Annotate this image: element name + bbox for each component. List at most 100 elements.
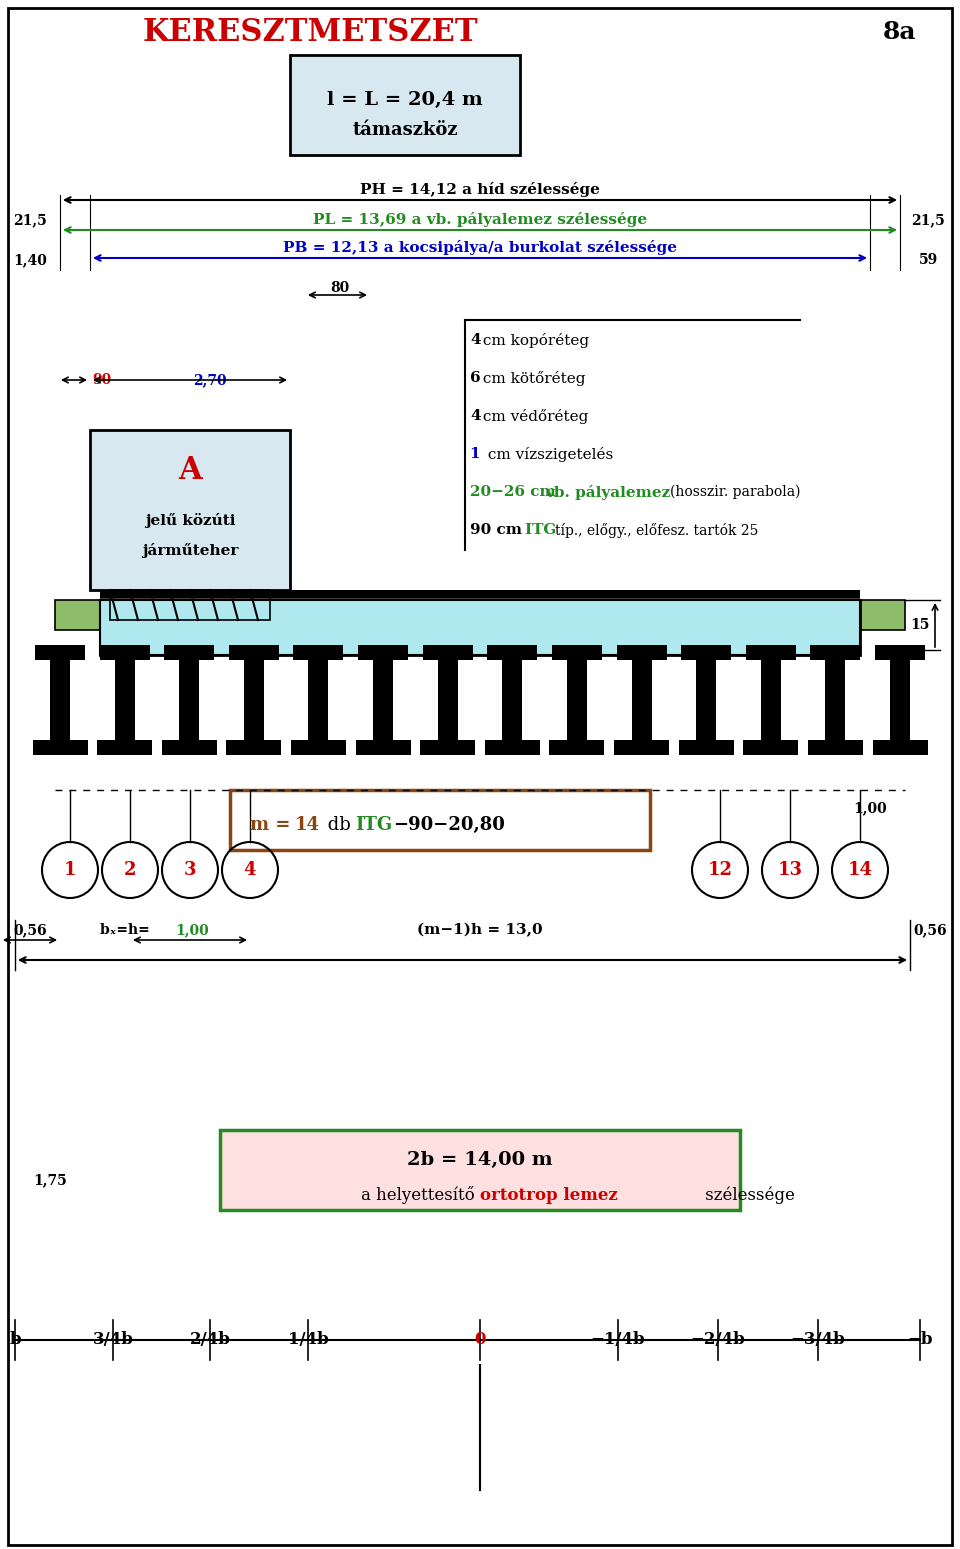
Bar bbox=[227, 740, 281, 754]
Text: 90 cm: 90 cm bbox=[470, 524, 527, 538]
Bar bbox=[502, 660, 522, 740]
Bar bbox=[180, 660, 200, 740]
Bar bbox=[100, 598, 860, 606]
Text: típ., előgy., előfesz. tartók 25: típ., előgy., előfesz. tartók 25 bbox=[555, 522, 758, 538]
Text: cm védőréteg: cm védőréteg bbox=[478, 409, 588, 423]
Bar bbox=[110, 590, 270, 620]
Bar bbox=[100, 599, 860, 655]
Text: 1,00: 1,00 bbox=[853, 801, 887, 815]
Bar bbox=[488, 644, 538, 660]
Text: b: b bbox=[10, 1332, 21, 1349]
Bar bbox=[90, 431, 290, 590]
Bar bbox=[161, 740, 217, 754]
Text: 12: 12 bbox=[708, 861, 732, 878]
Text: 4: 4 bbox=[470, 409, 481, 423]
Bar bbox=[743, 740, 799, 754]
Text: KERESZTMETSZET: KERESZTMETSZET bbox=[142, 17, 478, 48]
Text: −90−20,80: −90−20,80 bbox=[393, 816, 505, 833]
Text: 0,56: 0,56 bbox=[13, 923, 47, 937]
Text: 0,56: 0,56 bbox=[913, 923, 947, 937]
Bar bbox=[873, 740, 927, 754]
Text: 90: 90 bbox=[92, 373, 111, 387]
Text: támaszköz: támaszköz bbox=[352, 121, 458, 139]
Bar bbox=[373, 660, 393, 740]
Bar bbox=[552, 644, 602, 660]
Bar bbox=[438, 660, 458, 740]
Bar bbox=[567, 660, 587, 740]
Text: PH = 14,12 a híd szélessége: PH = 14,12 a híd szélessége bbox=[360, 181, 600, 197]
Text: db: db bbox=[322, 816, 356, 833]
Text: (m−1)h = 13,0: (m−1)h = 13,0 bbox=[418, 923, 542, 937]
Bar bbox=[290, 56, 520, 155]
Bar bbox=[355, 740, 411, 754]
Text: 4: 4 bbox=[470, 333, 481, 347]
Text: −b: −b bbox=[907, 1332, 933, 1349]
Text: l = L = 20,4 m: l = L = 20,4 m bbox=[327, 91, 483, 108]
Bar bbox=[860, 599, 905, 630]
Text: A: A bbox=[179, 454, 202, 485]
Text: 1,75: 1,75 bbox=[34, 1173, 67, 1187]
Text: jelű közúti: jelű közúti bbox=[145, 513, 235, 528]
Bar bbox=[616, 644, 666, 660]
Text: 80: 80 bbox=[330, 280, 349, 294]
Text: cm kopóréteg: cm kopóréteg bbox=[478, 333, 589, 347]
Bar bbox=[100, 623, 860, 630]
Bar bbox=[100, 606, 860, 613]
Bar bbox=[50, 660, 70, 740]
Text: ortotrop lemez: ortotrop lemez bbox=[480, 1187, 617, 1204]
Bar bbox=[244, 660, 264, 740]
Text: vb. pályalemez: vb. pályalemez bbox=[545, 485, 670, 499]
Text: PB = 12,13 a kocsipálya/a burkolat szélessége: PB = 12,13 a kocsipálya/a burkolat széle… bbox=[283, 240, 677, 256]
Bar bbox=[35, 644, 85, 660]
Bar bbox=[420, 740, 475, 754]
Bar bbox=[760, 660, 780, 740]
Bar bbox=[164, 644, 214, 660]
Bar bbox=[100, 590, 860, 598]
Text: 21,5: 21,5 bbox=[13, 214, 47, 228]
Bar bbox=[826, 660, 846, 740]
Bar bbox=[549, 740, 605, 754]
Text: 6: 6 bbox=[470, 372, 481, 386]
Text: cm kötőréteg: cm kötőréteg bbox=[478, 370, 586, 386]
Bar bbox=[55, 599, 100, 630]
Text: 2: 2 bbox=[124, 861, 136, 878]
Text: 0: 0 bbox=[474, 1332, 486, 1349]
Bar bbox=[810, 644, 860, 660]
Text: 59: 59 bbox=[919, 252, 938, 266]
Bar bbox=[33, 740, 87, 754]
Text: (hosszir. parabola): (hosszir. parabola) bbox=[670, 485, 801, 499]
Bar bbox=[220, 1131, 740, 1210]
Bar bbox=[614, 740, 669, 754]
Text: ITG: ITG bbox=[525, 524, 562, 538]
Text: PL = 13,69 a vb. pályalemez szélessége: PL = 13,69 a vb. pályalemez szélessége bbox=[313, 212, 647, 228]
Bar bbox=[679, 740, 733, 754]
Text: 1: 1 bbox=[63, 861, 76, 878]
Text: 4: 4 bbox=[244, 861, 256, 878]
Text: m =: m = bbox=[250, 816, 297, 833]
Text: 21,5: 21,5 bbox=[911, 214, 945, 228]
Bar bbox=[294, 644, 344, 660]
Text: 1/4b: 1/4b bbox=[288, 1332, 328, 1349]
Text: 14: 14 bbox=[295, 816, 320, 833]
Bar bbox=[808, 740, 863, 754]
Bar bbox=[100, 599, 860, 655]
Text: −1/4b: −1/4b bbox=[590, 1332, 645, 1349]
Bar bbox=[100, 644, 150, 660]
Text: a helyettesítő: a helyettesítő bbox=[361, 1187, 480, 1204]
Bar bbox=[100, 630, 860, 638]
FancyBboxPatch shape bbox=[230, 790, 650, 850]
Bar bbox=[97, 740, 152, 754]
Bar bbox=[100, 613, 860, 623]
Text: járműteher: járműteher bbox=[142, 542, 238, 558]
Text: bₓ=h=: bₓ=h= bbox=[101, 923, 155, 937]
Bar bbox=[696, 660, 716, 740]
Text: 15: 15 bbox=[910, 618, 929, 632]
Text: −2/4b: −2/4b bbox=[690, 1332, 745, 1349]
Text: 3: 3 bbox=[183, 861, 196, 878]
Text: ITG: ITG bbox=[355, 816, 392, 833]
Bar bbox=[632, 660, 652, 740]
Text: 14: 14 bbox=[848, 861, 873, 878]
Bar bbox=[291, 740, 346, 754]
Text: 2b = 14,00 m: 2b = 14,00 m bbox=[407, 1151, 553, 1169]
Bar bbox=[308, 660, 328, 740]
